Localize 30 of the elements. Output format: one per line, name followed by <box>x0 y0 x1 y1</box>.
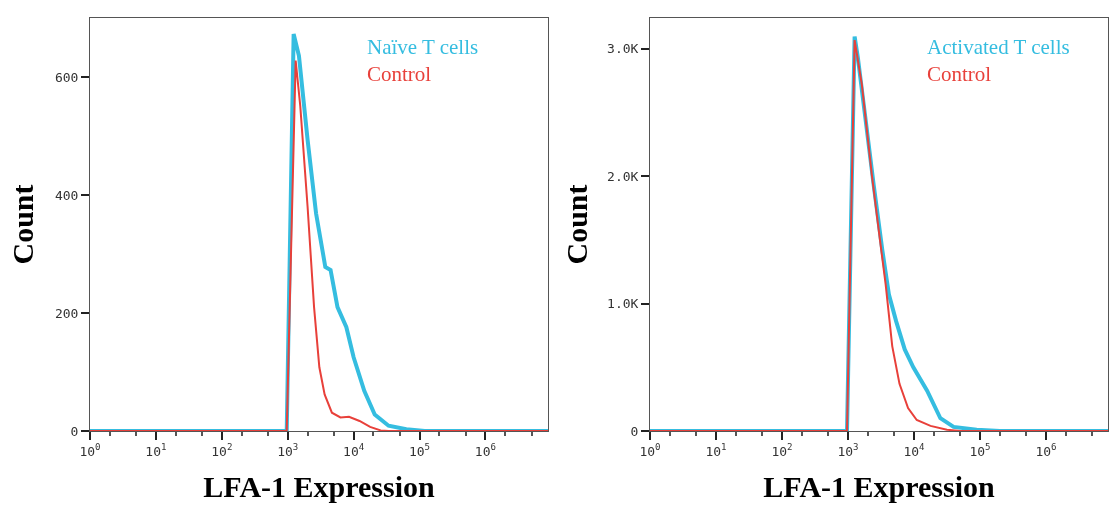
y-tick-label: 3.0K <box>607 41 639 57</box>
x-tick-label: 10$^{3}$ <box>837 442 859 459</box>
y-tick-label: 0 <box>70 423 79 439</box>
text: Activated T cells <box>927 35 1070 59</box>
x-tick-label: 10$^{6}$ <box>474 442 496 459</box>
y-tick-label: 600 <box>54 69 79 85</box>
x-axis-title: LFA-1 Expression <box>203 470 436 504</box>
text: Control <box>367 62 432 86</box>
y-tick-label: 0 <box>630 423 639 439</box>
x-tick-label: 10$^{2}$ <box>771 442 793 459</box>
x-tick-label: 10$^{6}$ <box>1035 442 1057 459</box>
text: Control <box>927 62 992 86</box>
x-tick-label: 10$^{0}$ <box>639 442 661 459</box>
y-tick-label: 2.0K <box>607 168 639 184</box>
text: Naïve T cells <box>367 35 479 59</box>
y-tick-label: 1.0K <box>607 296 639 312</box>
x-tick-label: 10$^{2}$ <box>211 442 233 459</box>
x-tick-label: 10$^{5}$ <box>969 442 991 459</box>
x-tick-label: 10$^{4}$ <box>903 442 926 459</box>
x-tick-label: 10$^{5}$ <box>408 442 431 459</box>
x-axis-title: LFA-1 Expression <box>763 470 996 504</box>
y-tick-label: 200 <box>54 305 79 321</box>
y-axis-title: Count <box>5 184 39 265</box>
x-tick-label: 10$^{4}$ <box>343 442 365 459</box>
x-tick-label: 10$^{3}$ <box>277 442 299 459</box>
x-tick-label: 10$^{0}$ <box>79 442 101 459</box>
y-tick-label: 400 <box>54 187 79 203</box>
x-tick-label: 10$^{1}$ <box>145 442 167 459</box>
y-axis-title: Count <box>560 184 593 265</box>
x-tick-label: 10$^{1}$ <box>705 442 727 459</box>
